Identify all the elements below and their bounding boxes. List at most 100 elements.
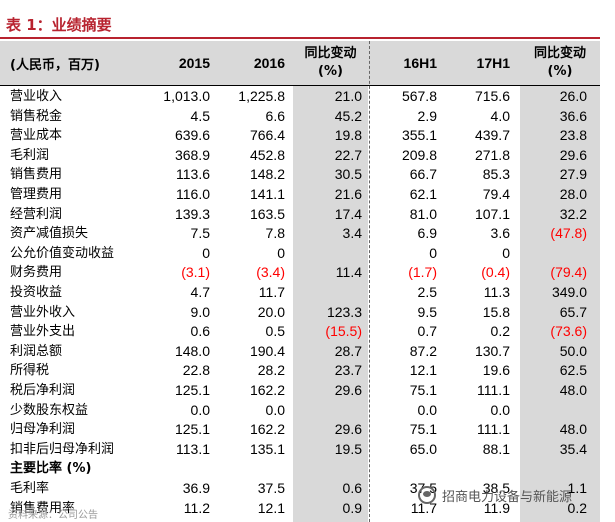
row-label: 归母净利润 bbox=[10, 422, 76, 438]
value-2016: 11.7 bbox=[258, 284, 285, 300]
table-row: 少数股东权益 0.0 0.0 0.0 0.0 bbox=[0, 401, 600, 421]
value-17h1: 271.8 bbox=[474, 146, 510, 163]
value-16h1: 209.8 bbox=[401, 146, 437, 163]
value-16h1: 0.0 bbox=[417, 401, 437, 418]
table-row: 销售税金 4.5 6.6 45.2 2.9 4.0 36.6 bbox=[0, 107, 600, 127]
value-2015: 9.0 bbox=[190, 303, 210, 320]
value-17h1: 3.6 bbox=[490, 225, 510, 242]
value-16h1: 11.7 bbox=[410, 499, 437, 516]
table-row: 经营利润 139.3 163.5 17.4 81.0 107.1 32.2 bbox=[0, 205, 600, 225]
value-2016: 162.2 bbox=[249, 421, 285, 438]
value-yoy-half: 28.0 bbox=[559, 186, 587, 202]
row-label: 公允价值变动收益 bbox=[10, 245, 115, 261]
value-2015: 116.0 bbox=[176, 186, 210, 202]
value-yoy-annual: 28.7 bbox=[334, 342, 362, 359]
header-2016: 2016 bbox=[253, 55, 285, 71]
header-yoy-half-line1: 同比变动 bbox=[533, 46, 586, 61]
value-17h1: 4.0 bbox=[490, 107, 510, 124]
value-2016: 190.4 bbox=[249, 342, 285, 359]
value-17h1: 11.3 bbox=[483, 284, 510, 300]
value-yoy-annual: 45.2 bbox=[334, 107, 362, 124]
value-yoy-annual: 11.4 bbox=[335, 264, 362, 281]
value-yoy-annual: 19.8 bbox=[334, 127, 362, 144]
value-yoy-half: 1.1 bbox=[567, 480, 587, 496]
value-2016: 0.0 bbox=[265, 401, 285, 418]
value-yoy-half: 349.0 bbox=[551, 284, 587, 300]
row-label: 销售费用 bbox=[10, 167, 63, 183]
value-yoy-annual: 123.3 bbox=[326, 303, 362, 320]
value-2016: 0 bbox=[277, 244, 285, 261]
value-2015: 113.1 bbox=[176, 440, 210, 457]
column-divider bbox=[369, 41, 370, 522]
value-2015: 22.8 bbox=[182, 362, 210, 379]
row-label: 经营利润 bbox=[10, 206, 63, 222]
value-2015: 1,013.0 bbox=[163, 88, 210, 104]
yoy1-column-shade bbox=[293, 41, 368, 522]
value-17h1: 85.3 bbox=[482, 166, 510, 183]
row-label: 销售费用率 bbox=[10, 500, 76, 516]
title-rule bbox=[0, 37, 600, 39]
header-yoy-half-line2: (%) bbox=[547, 64, 573, 79]
header-yoy-annual-line1: 同比变动 bbox=[304, 46, 357, 61]
value-2015: 4.7 bbox=[190, 284, 210, 300]
value-2015: 4.5 bbox=[190, 107, 210, 124]
table-row: 营业外收入 9.0 20.0 123.3 9.5 15.8 65.7 bbox=[0, 303, 600, 323]
value-yoy-half: 32.2 bbox=[559, 205, 587, 222]
row-label: 财务费用 bbox=[10, 265, 63, 281]
value-yoy-annual: 23.7 bbox=[334, 362, 362, 379]
header-16h1: 16H1 bbox=[403, 55, 437, 71]
value-2015: 639.6 bbox=[174, 127, 210, 144]
value-yoy-half: 0.2 bbox=[567, 499, 587, 516]
row-label: 营业收入 bbox=[10, 89, 63, 104]
value-2016: 12.1 bbox=[257, 499, 285, 516]
header-unit-label: (人民币，百万) bbox=[10, 57, 100, 73]
row-label: 毛利率 bbox=[10, 481, 50, 496]
row-label: 主要比率 (%) bbox=[10, 461, 92, 477]
table-row: 营业外支出 0.6 0.5 (15.5) 0.7 0.2 (73.6) bbox=[0, 322, 600, 342]
value-yoy-annual: 19.5 bbox=[334, 440, 362, 457]
value-16h1: (1.7) bbox=[408, 264, 437, 281]
value-17h1: 19.6 bbox=[482, 362, 510, 379]
value-2016: 0.5 bbox=[265, 323, 285, 340]
value-2015: 125.1 bbox=[174, 421, 210, 438]
row-label: 所得税 bbox=[10, 363, 50, 379]
row-label: 资产减值损失 bbox=[10, 226, 89, 242]
watermark: 招商电力设备与新能源 bbox=[418, 484, 572, 506]
value-16h1: 12.1 bbox=[409, 362, 437, 379]
table-row: 毛利率 36.9 37.5 0.6 37.5 38.5 1.1 bbox=[0, 479, 600, 499]
value-2015: 0 bbox=[202, 244, 210, 261]
value-yoy-half: (79.4) bbox=[550, 264, 587, 281]
table-row: 公允价值变动收益 0 0 0 0 bbox=[0, 244, 600, 264]
value-2016: 28.2 bbox=[257, 362, 285, 379]
value-yoy-annual: 0.6 bbox=[342, 480, 362, 496]
value-2016: 141.1 bbox=[249, 186, 285, 202]
value-yoy-half: 27.9 bbox=[559, 166, 587, 183]
value-yoy-half: 29.6 bbox=[559, 146, 587, 163]
table-row: 扣非后归母净利润 113.1 135.1 19.5 65.0 88.1 35.4 bbox=[0, 440, 600, 460]
value-16h1: 87.2 bbox=[409, 342, 437, 359]
watermark-text: 招商电力设备与新能源 bbox=[442, 489, 573, 505]
table-header: (人民币，百万) 2015 2016 同比变动 (%) 16H1 17H1 同比… bbox=[0, 41, 600, 85]
value-16h1: 567.8 bbox=[401, 88, 437, 104]
value-16h1: 75.1 bbox=[409, 382, 437, 398]
value-yoy-half: 23.8 bbox=[559, 127, 587, 144]
value-17h1: 107.1 bbox=[474, 205, 510, 222]
value-yoy-annual: 21.6 bbox=[334, 186, 362, 202]
value-17h1: 111.1 bbox=[477, 421, 510, 438]
value-yoy-annual: (15.5) bbox=[325, 323, 362, 340]
value-yoy-half: (47.8) bbox=[550, 225, 587, 242]
value-17h1: (0.4) bbox=[481, 264, 510, 281]
value-16h1: 2.5 bbox=[417, 284, 437, 300]
value-17h1: 0.2 bbox=[490, 323, 510, 340]
row-label: 扣非后归母净利润 bbox=[10, 441, 115, 457]
value-2016: (3.4) bbox=[256, 264, 285, 281]
row-label: 税后净利润 bbox=[10, 383, 76, 398]
value-2015: 36.9 bbox=[182, 480, 210, 496]
value-2016: 7.8 bbox=[265, 225, 285, 242]
row-label: 销售税金 bbox=[10, 108, 63, 124]
table-row: 投资收益 4.7 11.7 2.5 11.3 349.0 bbox=[0, 283, 600, 303]
table-row: 主要比率 (%) bbox=[0, 459, 600, 479]
row-label: 利润总额 bbox=[10, 343, 63, 359]
value-17h1: 111.1 bbox=[477, 382, 510, 398]
value-17h1: 130.7 bbox=[474, 342, 510, 359]
